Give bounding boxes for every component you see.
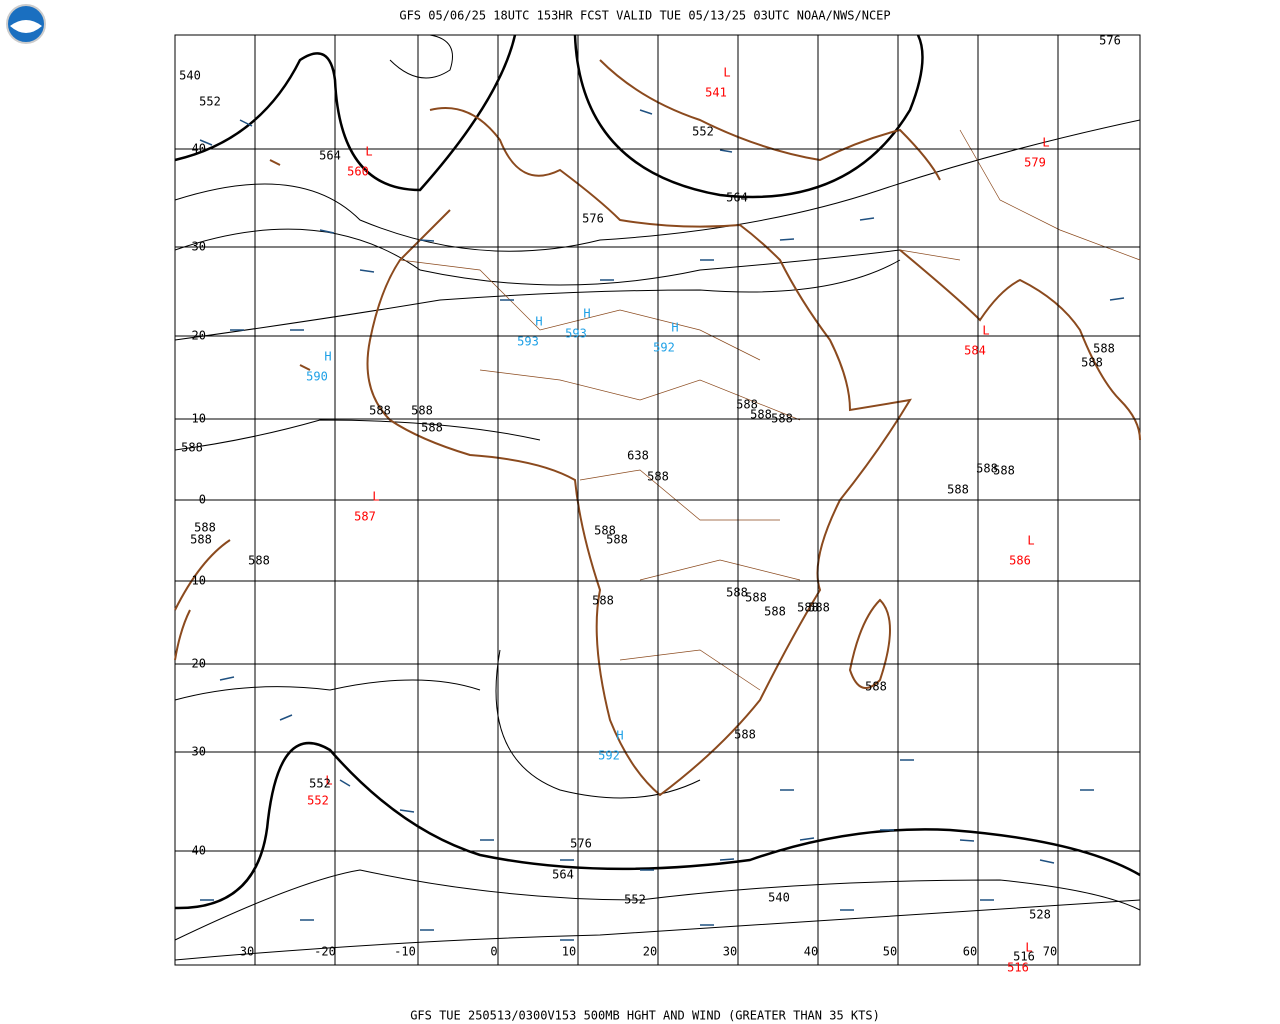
lon-label: 30 bbox=[240, 945, 254, 959]
contour-label: 588 bbox=[369, 404, 391, 418]
contour-label: 540 bbox=[768, 891, 790, 905]
contour-label: 588 bbox=[976, 462, 998, 476]
contour-label: 588 bbox=[865, 680, 887, 694]
center-value: 587 bbox=[354, 510, 376, 524]
contour-label: 588 bbox=[190, 533, 212, 547]
lat-label: -10 bbox=[184, 574, 206, 588]
contour-label: 564 bbox=[319, 149, 341, 163]
lon-label: -10 bbox=[394, 945, 416, 959]
center-value: 584 bbox=[964, 344, 986, 358]
contour-label: 540 bbox=[179, 69, 201, 83]
contour-label: 552 bbox=[199, 95, 221, 109]
lon-label: 30 bbox=[723, 945, 737, 959]
center-value: 593 bbox=[517, 335, 539, 349]
center-value: 590 bbox=[306, 370, 328, 384]
center-symbol: H bbox=[535, 315, 542, 329]
center-value: 579 bbox=[1024, 156, 1046, 170]
contour-label: 588 bbox=[771, 412, 793, 426]
center-symbol: L bbox=[365, 145, 372, 159]
contour-label: 588 bbox=[993, 464, 1015, 478]
contour-label: 552 bbox=[692, 125, 714, 139]
contour-label: 588 bbox=[1093, 342, 1115, 356]
contours bbox=[174, 34, 1141, 961]
contour-label: 588 bbox=[726, 586, 748, 600]
center-symbol: H bbox=[616, 729, 623, 743]
center-symbol: L bbox=[1042, 136, 1049, 150]
center-value: 592 bbox=[598, 749, 620, 763]
lat-label: 40 bbox=[192, 142, 206, 156]
contour-label: 588 bbox=[248, 554, 270, 568]
contour-label: 516 bbox=[1013, 950, 1035, 964]
contour-label: 588 bbox=[421, 421, 443, 435]
contour-label: 588 bbox=[734, 728, 756, 742]
lat-label: 20 bbox=[192, 329, 206, 343]
contour-label: 552 bbox=[624, 893, 646, 907]
contour-label: 576 bbox=[1099, 34, 1121, 48]
lon-label: 0 bbox=[490, 945, 497, 959]
contour-label: 552 bbox=[309, 777, 331, 791]
lat-label: -20 bbox=[184, 657, 206, 671]
contour-label: 588 bbox=[736, 398, 758, 412]
center-value: 593 bbox=[565, 327, 587, 341]
center-symbol: L bbox=[1027, 534, 1034, 548]
contour-label: 588 bbox=[592, 594, 614, 608]
center-value: 516 bbox=[1007, 961, 1029, 975]
center-symbol: H bbox=[671, 321, 678, 335]
contour-label: 564 bbox=[726, 191, 748, 205]
lon-label: 50 bbox=[883, 945, 897, 959]
center-symbol: L bbox=[325, 774, 332, 788]
lon-label: 70 bbox=[1043, 945, 1057, 959]
center-value: 552 bbox=[307, 794, 329, 808]
lon-label: 20 bbox=[643, 945, 657, 959]
lon-label: -20 bbox=[314, 945, 336, 959]
contour-label: 638 bbox=[627, 449, 649, 463]
contour-label: 588 bbox=[411, 404, 433, 418]
contour-label: 576 bbox=[582, 212, 604, 226]
lon-label: 40 bbox=[804, 945, 818, 959]
map-title: GFS 05/06/25 18UTC 153HR FCST VALID TUE … bbox=[399, 9, 890, 23]
contour-label: 576 bbox=[570, 837, 592, 851]
contour-label: 588 bbox=[745, 591, 767, 605]
contour-label: 588 bbox=[647, 470, 669, 484]
map-caption: GFS TUE 250513/0300V153 500MB HGHT AND W… bbox=[410, 1009, 880, 1023]
contour-label: 588 bbox=[808, 601, 830, 615]
center-symbol: H bbox=[324, 350, 331, 364]
center-value: 560 bbox=[347, 165, 369, 179]
borders bbox=[399, 129, 1141, 691]
center-symbol: L bbox=[982, 324, 989, 338]
coastlines bbox=[174, 59, 1141, 797]
center-symbol: L bbox=[723, 66, 730, 80]
contour-label: 588 bbox=[947, 483, 969, 497]
center-value: 592 bbox=[653, 341, 675, 355]
center-value: 541 bbox=[705, 86, 727, 100]
contour-label: 588 bbox=[1081, 356, 1103, 370]
contour-label: 588 bbox=[797, 601, 819, 615]
center-symbol: L bbox=[1025, 941, 1032, 955]
contour-label: 588 bbox=[181, 441, 203, 455]
contour-label: 588 bbox=[750, 408, 772, 422]
contour-label: 588 bbox=[594, 524, 616, 538]
lon-label: 10 bbox=[562, 945, 576, 959]
contour-label: 588 bbox=[606, 533, 628, 547]
center-symbol: L bbox=[372, 490, 379, 504]
center-value: 586 bbox=[1009, 554, 1031, 568]
wind-barbs bbox=[199, 109, 1125, 941]
lat-label: -30 bbox=[184, 745, 206, 759]
contour-label: 588 bbox=[194, 521, 216, 535]
lat-label: 0 bbox=[199, 493, 206, 507]
lat-label: 30 bbox=[192, 240, 206, 254]
lon-label: 60 bbox=[963, 945, 977, 959]
lat-label: -40 bbox=[184, 844, 206, 858]
noaa-logo bbox=[6, 4, 46, 44]
contour-label: 528 bbox=[1029, 908, 1051, 922]
center-symbol: H bbox=[583, 307, 590, 321]
contour-label: 588 bbox=[764, 605, 786, 619]
contour-label: 564 bbox=[552, 868, 574, 882]
lat-label: 10 bbox=[192, 412, 206, 426]
